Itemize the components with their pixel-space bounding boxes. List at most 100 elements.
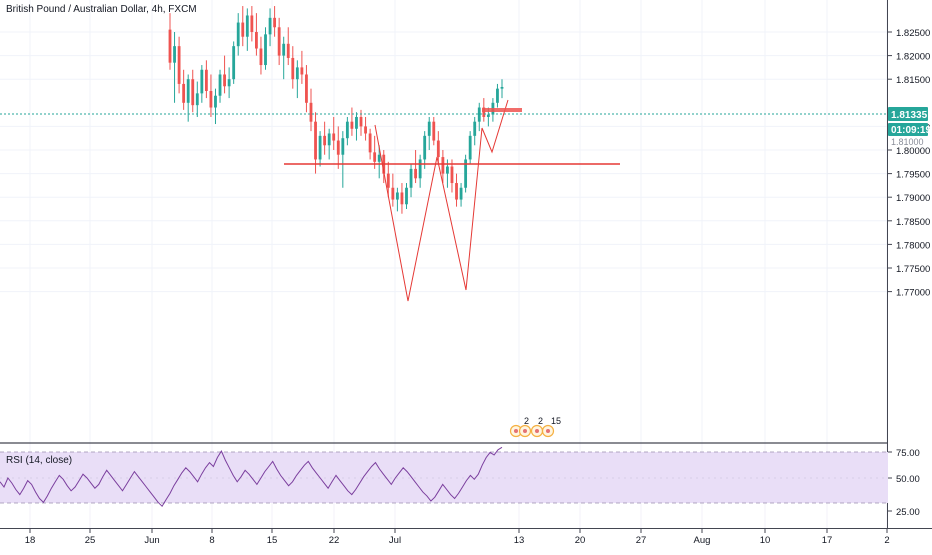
candle-body [218, 74, 222, 96]
candle-body [441, 157, 445, 174]
event-dot-icon [523, 429, 527, 433]
candle-body [168, 29, 172, 63]
candle-body [423, 135, 427, 160]
candle-body [496, 88, 499, 103]
candle-body [409, 168, 413, 188]
price-tick-label: 1.78500 [896, 217, 930, 228]
candle-body [300, 67, 304, 75]
candle-body [305, 74, 308, 103]
candle-body [277, 27, 281, 56]
current-price-badge-bg [888, 107, 928, 121]
candle-body [427, 121, 431, 136]
candle-body [418, 159, 422, 179]
candle-body [291, 57, 295, 80]
time-tick-label: 22 [329, 535, 340, 546]
candle-body [232, 46, 236, 80]
candle-body [250, 15, 254, 32]
double-bottom-pattern[interactable] [374, 99, 509, 302]
partial-price-label: 1.81000 [891, 137, 924, 147]
price-tick-label: 1.77500 [896, 264, 930, 275]
rsi-axis[interactable]: 75.00 50.00 25.00 [888, 448, 920, 518]
rsi-tick-label: 75.00 [896, 448, 920, 459]
time-tick-label: 17 [822, 535, 833, 546]
candle-body [482, 107, 486, 117]
candle-body [386, 173, 390, 188]
candle-body [314, 121, 317, 160]
event-dot-icon [514, 429, 518, 433]
candle-body [486, 114, 490, 117]
candle-body [255, 32, 258, 49]
candle-body [286, 43, 290, 58]
candle-body [204, 69, 208, 91]
candle-body [395, 192, 399, 200]
candle-body [195, 93, 199, 106]
price-tick-label: 1.78000 [896, 240, 930, 251]
time-tick-label: 25 [85, 535, 96, 546]
candle-body [223, 74, 226, 87]
candle-body [336, 140, 340, 155]
target-zone[interactable] [482, 108, 522, 112]
current-price-value: 1.81335 [891, 110, 928, 121]
event-dot-icon [535, 429, 539, 433]
candle-body [268, 17, 272, 35]
time-tick-label: 27 [636, 535, 647, 546]
time-tick-label: 20 [575, 535, 586, 546]
candle-body [332, 133, 336, 141]
rsi-band [0, 452, 888, 503]
candle-body [214, 95, 217, 108]
rsi-tick-label: 25.00 [896, 507, 920, 518]
rsi-pane[interactable]: RSI (14, close) [0, 446, 888, 507]
candle-body [468, 135, 472, 160]
candle-body [318, 135, 322, 160]
candle-body [345, 121, 349, 139]
candle-body [373, 152, 377, 162]
candle-body [368, 133, 372, 153]
drawing-layer[interactable] [284, 99, 620, 302]
candle-body [241, 22, 245, 37]
bar-countdown: 01:09:19 [891, 125, 931, 136]
candle-body [446, 166, 449, 174]
candle-body [459, 187, 463, 200]
event-count-label: 2 [524, 416, 529, 426]
candle-body [414, 168, 417, 179]
candle-body [209, 91, 213, 108]
economic-events[interactable]: 2 2 15 [509, 416, 562, 438]
candle-body [186, 79, 190, 103]
time-tick-label: 15 [267, 535, 278, 546]
candle-body [377, 154, 381, 162]
candle-body [177, 46, 181, 84]
rsi-tick-label: 50.00 [896, 474, 920, 485]
candle-body [473, 121, 477, 136]
candle-body [464, 159, 468, 188]
symbol-title: British Pound / Australian Dollar, 4h, F… [6, 4, 197, 15]
candle-body [355, 116, 358, 129]
candle-body [400, 192, 404, 205]
time-axis[interactable]: 18 25 Jun 8 15 22 Jul 13 20 27 Aug 10 17 2 [25, 529, 890, 546]
candle-body [282, 43, 286, 56]
time-tick-label: Aug [694, 535, 711, 546]
candle-body [364, 126, 367, 134]
candle-body [436, 140, 440, 158]
time-tick-label: 13 [514, 535, 525, 546]
price-tick-label: 1.79000 [896, 193, 930, 204]
candle-body [350, 121, 354, 129]
candle-body [259, 48, 263, 66]
candle-body [264, 34, 267, 66]
candle-body [323, 135, 327, 146]
time-tick-label: Jun [144, 535, 159, 546]
candle-body [200, 69, 204, 94]
rsi-label: RSI (14, close) [6, 455, 72, 466]
candle-body [273, 17, 277, 28]
event-count-label: 15 [551, 416, 561, 426]
candle-body [391, 187, 395, 200]
candle-body [405, 187, 408, 205]
event-count-label: 2 [538, 416, 543, 426]
candle-body [182, 83, 186, 103]
time-tick-label: Jul [389, 535, 401, 546]
event-dot-icon [546, 429, 550, 433]
price-pane[interactable] [0, 6, 887, 302]
price-tick-label: 1.79500 [896, 170, 930, 181]
rsi-line [0, 446, 503, 507]
